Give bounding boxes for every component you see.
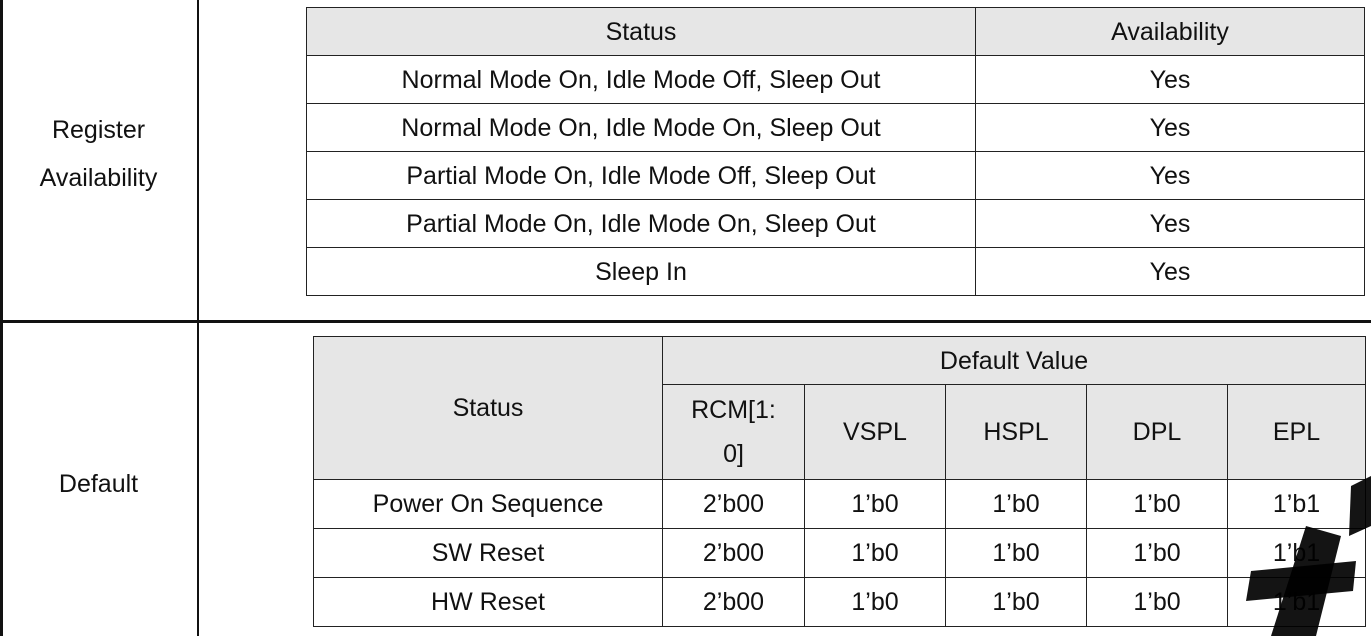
value-cell: 2’b00 xyxy=(662,528,805,578)
table-subheader-row: RCM[1: 0] VSPL HSPL DPL EPL xyxy=(314,384,1367,480)
column-header-vspl: VSPL xyxy=(804,384,946,480)
column-header-hspl: HSPL xyxy=(945,384,1087,480)
column-header-epl: EPL xyxy=(1226,384,1367,480)
table-row: Power On Sequence 2’b00 1’b0 1’b0 1’b0 1… xyxy=(313,479,1367,529)
value-cell: 2’b00 xyxy=(662,577,805,627)
status-header: Status xyxy=(313,336,663,480)
column-header-rcm: RCM[1: 0] xyxy=(662,384,805,480)
column-header-dpl: DPL xyxy=(1086,384,1228,480)
table-row: Normal Mode On, Idle Mode On, Sleep Out … xyxy=(306,103,1365,152)
table-header-row: Status Default Value xyxy=(313,336,1367,480)
value-cell: 1’b0 xyxy=(804,577,946,627)
availability-cell: Yes xyxy=(975,247,1365,296)
status-cell: Partial Mode On, Idle Mode On, Sleep Out xyxy=(306,199,976,248)
value-cell: 1’b0 xyxy=(945,577,1087,627)
table-row: Sleep In Yes xyxy=(306,247,1365,296)
left-border xyxy=(0,0,3,636)
status-cell: Partial Mode On, Idle Mode Off, Sleep Ou… xyxy=(306,151,976,200)
status-cell: Power On Sequence xyxy=(313,479,663,529)
availability-cell: Yes xyxy=(975,151,1365,200)
value-cell: 1’b0 xyxy=(1086,479,1228,529)
status-header: Status xyxy=(306,7,976,56)
value-cell: 1’b0 xyxy=(945,479,1087,529)
status-cell: Normal Mode On, Idle Mode On, Sleep Out xyxy=(306,103,976,152)
table-row: HW Reset 2’b00 1’b0 1’b0 1’b0 1’b1 xyxy=(313,577,1367,627)
table-row: Partial Mode On, Idle Mode On, Sleep Out… xyxy=(306,199,1365,248)
availability-cell: Yes xyxy=(975,103,1365,152)
status-cell: HW Reset xyxy=(313,577,663,627)
value-cell: 1’b0 xyxy=(1086,577,1228,627)
label-column-divider xyxy=(197,0,199,636)
value-cell: 1’b0 xyxy=(804,479,946,529)
table-row: SW Reset 2’b00 1’b0 1’b0 1’b0 1’b1 xyxy=(313,528,1367,578)
value-cell: 2’b00 xyxy=(662,479,805,529)
register-availability-label-line1: Register xyxy=(51,116,146,144)
default-value-table: Status Default Value RCM[1: 0] VSPL HSPL… xyxy=(313,336,1367,627)
section-divider xyxy=(0,320,1371,323)
value-cell: 1’b0 xyxy=(804,528,946,578)
availability-cell: Yes xyxy=(975,199,1365,248)
register-availability-label-line2: Availability xyxy=(39,164,158,192)
value-cell: 1’b0 xyxy=(945,528,1087,578)
value-cell: 1’b1 xyxy=(1226,577,1367,627)
table-row: Normal Mode On, Idle Mode Off, Sleep Out… xyxy=(306,55,1365,104)
default-label: Default xyxy=(58,470,139,498)
value-cell: 1’b1 xyxy=(1226,528,1367,578)
register-availability-table: Status Availability Normal Mode On, Idle… xyxy=(306,7,1365,296)
availability-cell: Yes xyxy=(975,55,1365,104)
status-cell: Sleep In xyxy=(306,247,976,296)
value-cell: 1’b0 xyxy=(1086,528,1228,578)
status-cell: SW Reset xyxy=(313,528,663,578)
register-availability-label: Register Availability xyxy=(0,106,197,202)
default-value-header: Default Value xyxy=(661,336,1367,385)
value-cell: 1’b1 xyxy=(1226,479,1367,529)
table-row: Partial Mode On, Idle Mode Off, Sleep Ou… xyxy=(306,151,1365,200)
availability-header: Availability xyxy=(975,7,1365,56)
status-cell: Normal Mode On, Idle Mode Off, Sleep Out xyxy=(306,55,976,104)
table-header-row: Status Availability xyxy=(306,7,1365,56)
